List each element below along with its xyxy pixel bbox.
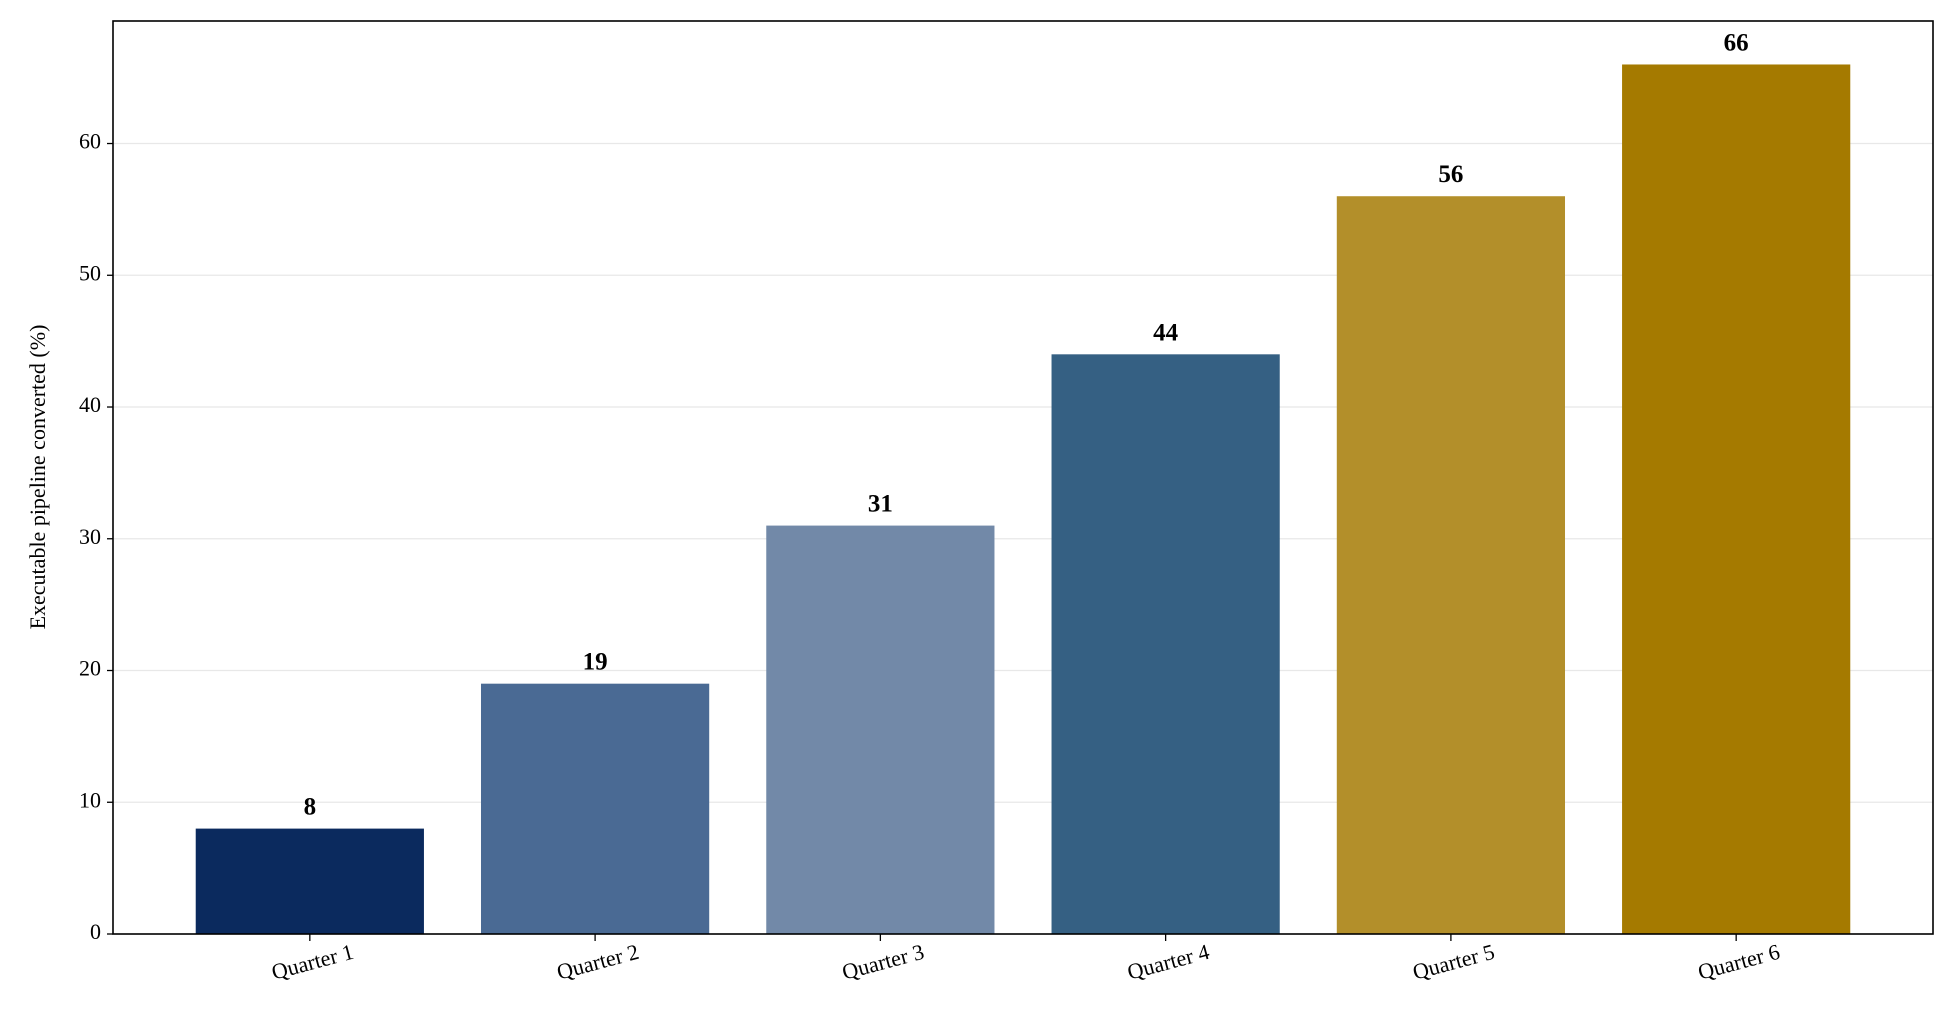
x-tick-label: Quarter 3 (839, 939, 926, 985)
bar (766, 525, 995, 934)
x-tick-label: Quarter 6 (1695, 939, 1782, 985)
value-label: 56 (1438, 161, 1463, 188)
y-tick-label: 10 (79, 787, 101, 812)
x-tick-label: Quarter 4 (1125, 939, 1212, 985)
value-label: 19 (583, 649, 608, 676)
x-tick-label: Quarter 2 (554, 939, 641, 985)
x-tick-label: Quarter 5 (1410, 939, 1497, 985)
y-tick-label: 60 (79, 129, 101, 154)
y-tick-label: 50 (79, 260, 101, 285)
bar (1622, 64, 1851, 934)
bar (195, 828, 424, 934)
y-tick-label: 0 (90, 919, 101, 944)
bar (480, 683, 710, 934)
value-label: 31 (868, 491, 893, 518)
y-axis-label: Executable pipeline converted (%) (25, 325, 50, 630)
bar (1051, 354, 1280, 934)
plot-frame (112, 20, 1934, 935)
value-label: 66 (1724, 29, 1749, 56)
y-tick-label: 30 (79, 524, 101, 549)
y-tick-label: 40 (79, 392, 101, 417)
value-label: 8 (304, 794, 317, 821)
bar (1336, 196, 1566, 934)
y-tick-label: 20 (79, 656, 101, 681)
value-label: 44 (1153, 319, 1179, 346)
x-tick-label: Quarter 1 (269, 939, 356, 985)
